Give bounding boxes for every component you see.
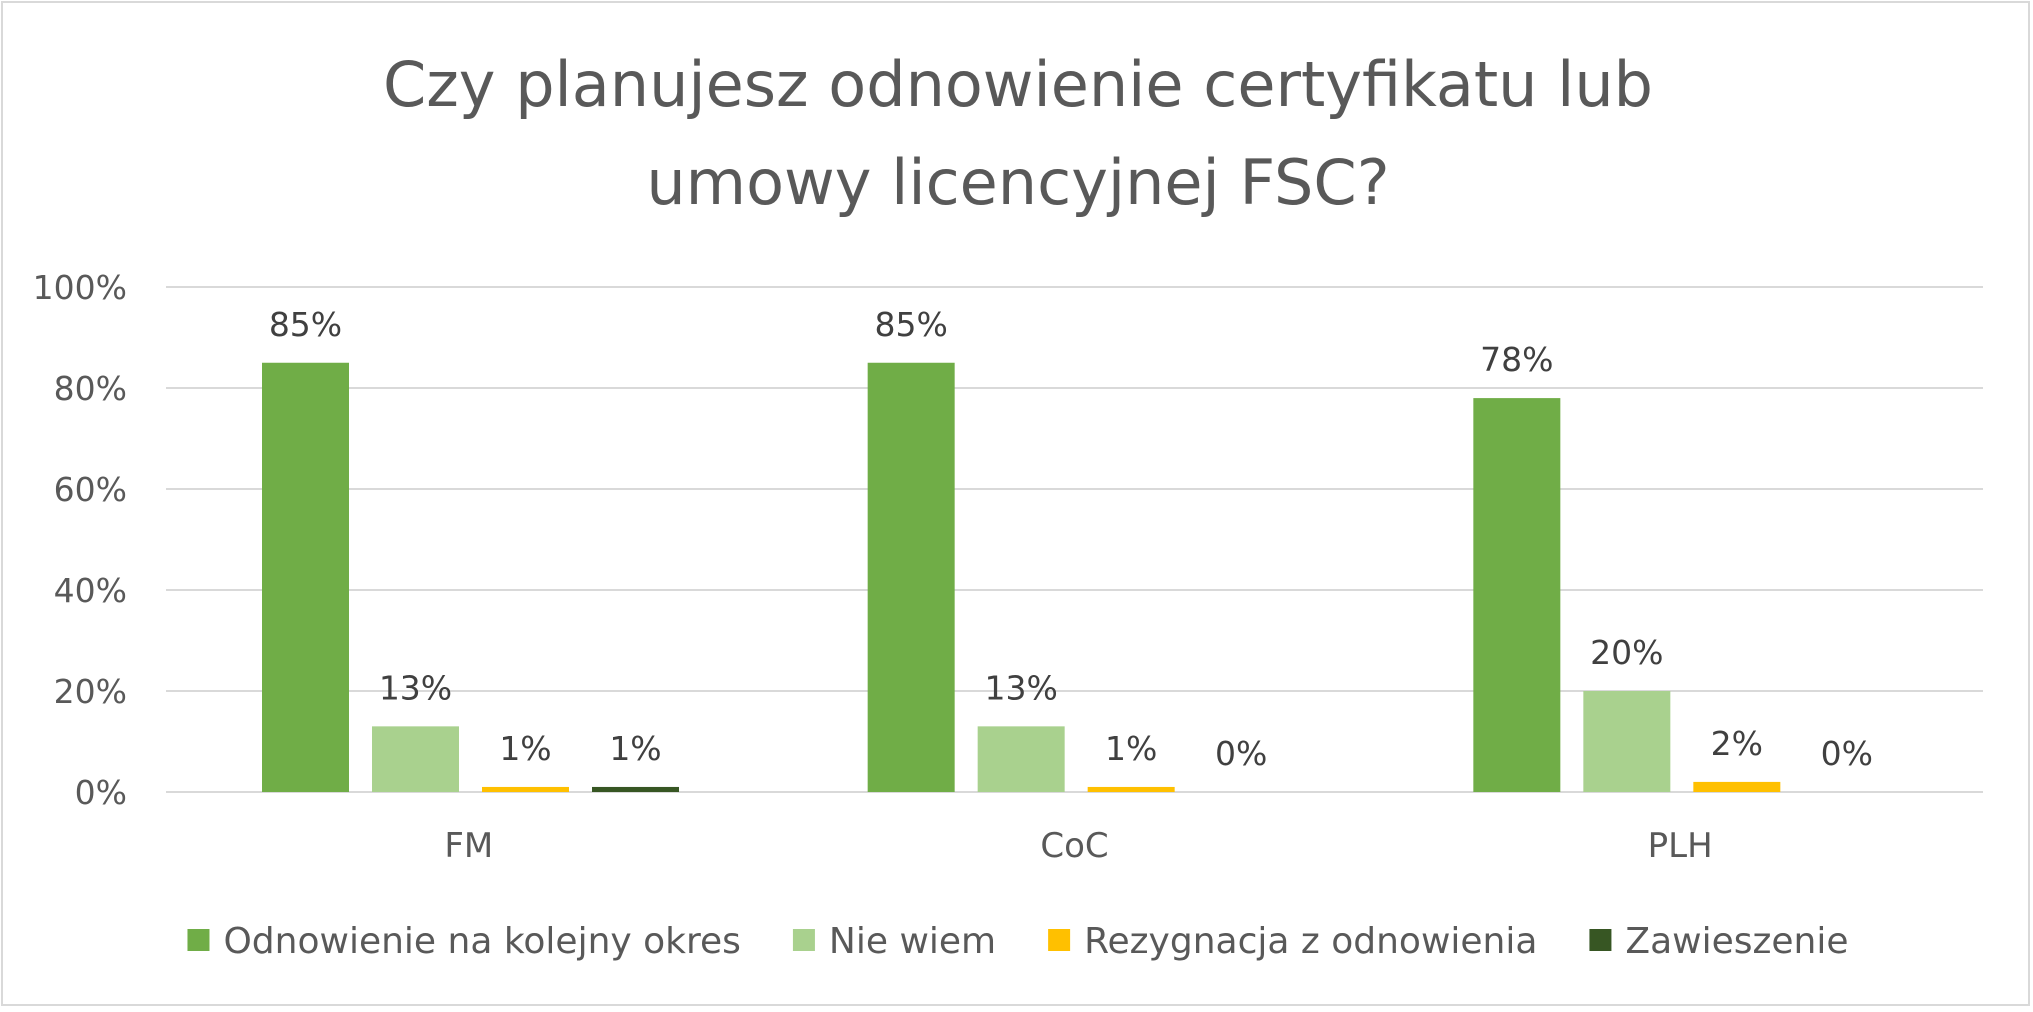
- data-labels: 85% 13% 1% 1% 85% 13% 1% 0% 78% 20% 2% 0%: [269, 305, 1873, 773]
- x-axis-categories: FM CoC PLH: [444, 826, 1712, 866]
- x-category-label: FM: [444, 826, 493, 866]
- legend: Odnowienie na kolejny okres Nie wiem Rezyg…: [187, 921, 1849, 962]
- data-label: 78%: [1480, 340, 1553, 379]
- chart-title-line-1: Czy planujesz odnowienie certyfikatu lub: [383, 48, 1653, 121]
- y-tick-label: 40%: [54, 571, 127, 610]
- data-label: 2%: [1711, 724, 1763, 763]
- y-tick-label: 80%: [54, 369, 127, 408]
- bar: [867, 362, 955, 792]
- y-tick-label: 0%: [75, 773, 127, 812]
- y-tick-label: 60%: [54, 470, 127, 509]
- legend-label: Rezygnacja z odnowienia: [1084, 921, 1537, 962]
- data-label: 1%: [1105, 729, 1157, 768]
- data-label: 85%: [874, 305, 947, 344]
- bar: [482, 786, 569, 792]
- gridlines: [166, 286, 1983, 793]
- legend-item: Rezygnacja z odnowienia: [1048, 921, 1537, 962]
- legend-label: Odnowienie na kolejny okres: [223, 921, 740, 962]
- y-tick-label: 20%: [54, 672, 127, 711]
- bar: [1693, 781, 1781, 792]
- y-axis-ticks: 0% 20% 40% 60% 80% 100%: [33, 268, 127, 812]
- data-label: 1%: [499, 729, 551, 768]
- legend-item: Zawieszenie: [1589, 921, 1849, 962]
- x-category-label: CoC: [1040, 826, 1108, 866]
- bar: [1583, 691, 1671, 792]
- bar: [262, 362, 349, 792]
- legend-label: Zawieszenie: [1625, 921, 1848, 962]
- bar: [977, 726, 1065, 792]
- legend-swatch: [187, 929, 210, 951]
- x-category-label: PLH: [1648, 826, 1713, 866]
- data-label: 0%: [1821, 734, 1873, 773]
- data-label: 1%: [609, 729, 661, 768]
- bar: [1087, 786, 1175, 792]
- legend-item: Nie wiem: [792, 921, 996, 962]
- bar: [372, 726, 459, 792]
- data-label: 20%: [1590, 633, 1663, 672]
- legend-swatch: [1589, 929, 1612, 951]
- bar: [592, 786, 679, 792]
- legend-item: Odnowienie na kolejny okres: [187, 921, 741, 962]
- data-label: 13%: [984, 668, 1057, 707]
- data-label: 85%: [269, 305, 342, 344]
- legend-label: Nie wiem: [829, 921, 996, 962]
- bar-chart: Czy planujesz odnowienie certyfikatu lub…: [33, 48, 1983, 962]
- bar: [1473, 398, 1561, 792]
- legend-swatch: [792, 929, 815, 951]
- data-label: 13%: [379, 668, 452, 707]
- legend-swatch: [1048, 929, 1071, 951]
- data-label: 0%: [1215, 734, 1267, 773]
- bars: [262, 362, 1781, 792]
- chart-title-line-2: umowy licencyjnej FSC?: [646, 146, 1389, 219]
- y-tick-label: 100%: [33, 268, 127, 307]
